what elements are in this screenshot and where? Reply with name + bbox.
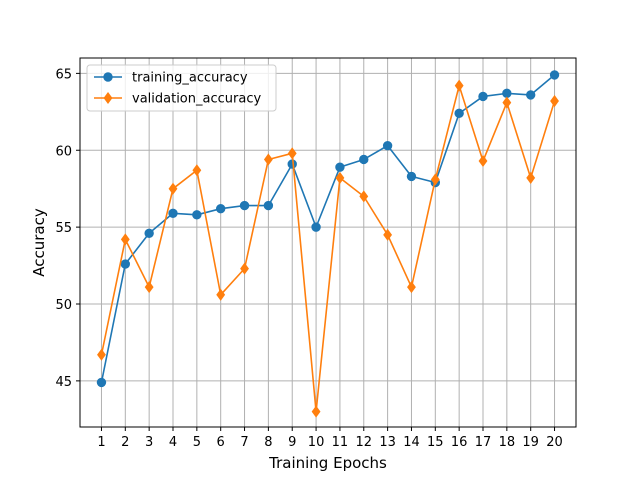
- ticks: 1 2 3 4 5 6 7 8 9 10 11 12 13 14 15 16 17 18 19 20455055606…: [55, 67, 562, 450]
- data-point: [478, 154, 488, 168]
- x-tick-label: 11: [332, 435, 349, 450]
- data-point: [335, 162, 345, 172]
- x-tick-label: 4: [169, 435, 177, 450]
- x-tick-label: 17: [475, 435, 492, 450]
- x-tick-label: 12: [355, 435, 372, 450]
- y-tick-label: 65: [55, 67, 72, 82]
- legend-box: [86, 64, 277, 112]
- x-tick-label: 3: [145, 435, 153, 450]
- data-point: [335, 171, 345, 184]
- data-point: [383, 228, 393, 241]
- legend-item: training_accuracy: [94, 71, 248, 86]
- data-point: [454, 79, 464, 92]
- data-point: [311, 405, 321, 418]
- data-point: [144, 281, 154, 294]
- data-point: [120, 259, 131, 269]
- data-point: [168, 208, 178, 218]
- data-point: [359, 154, 369, 165]
- x-axis-label: Training Epochs: [268, 454, 387, 472]
- x-tick-label: 14: [403, 435, 420, 450]
- series-layer: [96, 70, 560, 418]
- x-tick-label: 7: [240, 435, 248, 450]
- data-point: [168, 182, 178, 195]
- x-tick-label: 13: [379, 435, 396, 450]
- y-tick-label: 60: [55, 144, 72, 159]
- data-point: [549, 70, 560, 80]
- data-point: [359, 190, 369, 203]
- data-point: [263, 200, 274, 211]
- data-point: [430, 173, 440, 186]
- x-tick-label: 10: [308, 435, 325, 450]
- x-tick-label: 20: [546, 435, 563, 450]
- x-tick-label: 8: [264, 435, 272, 450]
- data-point: [216, 288, 226, 301]
- data-point: [526, 171, 536, 184]
- data-point: [454, 108, 464, 119]
- data-point: [96, 377, 107, 388]
- legend-label: validation_accuracy: [132, 92, 261, 107]
- legend-item: validation_accuracy: [94, 92, 261, 107]
- data-point: [215, 203, 226, 214]
- x-tick-label: 18: [499, 435, 516, 450]
- data-point: [382, 140, 393, 151]
- grid: [80, 58, 576, 427]
- data-point: [311, 222, 321, 232]
- legend-marker: [103, 72, 113, 82]
- y-axis-label: Accuracy: [30, 208, 48, 277]
- x-tick-label: 19: [522, 435, 539, 450]
- y-tick-label: 45: [55, 375, 72, 390]
- y-tick-label: 55: [55, 221, 72, 236]
- legend: training_accuracy validation_accuracy: [86, 64, 277, 112]
- series-line: [100, 84, 556, 413]
- y-tick-label: 50: [55, 298, 72, 313]
- data-point: [550, 95, 559, 108]
- data-point: [525, 90, 536, 100]
- x-tick-label: 9: [288, 435, 296, 450]
- x-tick-label: 15: [427, 435, 444, 450]
- x-tick-label: 6: [217, 435, 225, 450]
- data-point: [406, 171, 417, 182]
- x-tick-label: 2: [121, 435, 129, 450]
- plot-frame: [79, 57, 577, 428]
- series-validation_accuracy: [97, 79, 559, 418]
- data-point: [239, 200, 250, 211]
- x-tick-label: 1: [97, 435, 105, 450]
- x-tick-label: 5: [193, 435, 201, 450]
- legend-label: training_accuracy: [132, 71, 248, 86]
- data-point: [502, 88, 512, 99]
- data-point: [97, 348, 106, 361]
- data-point: [120, 233, 130, 246]
- data-point: [287, 147, 297, 160]
- data-point: [263, 153, 273, 166]
- data-point: [502, 96, 512, 109]
- data-point: [407, 281, 416, 294]
- x-tick-label: 16: [451, 435, 468, 450]
- legend-marker: [103, 91, 113, 105]
- data-point: [478, 91, 488, 102]
- data-point: [144, 228, 154, 238]
- series-training_accuracy: [96, 70, 560, 388]
- data-point: [192, 210, 202, 220]
- data-point: [240, 262, 249, 275]
- data-point: [192, 164, 202, 177]
